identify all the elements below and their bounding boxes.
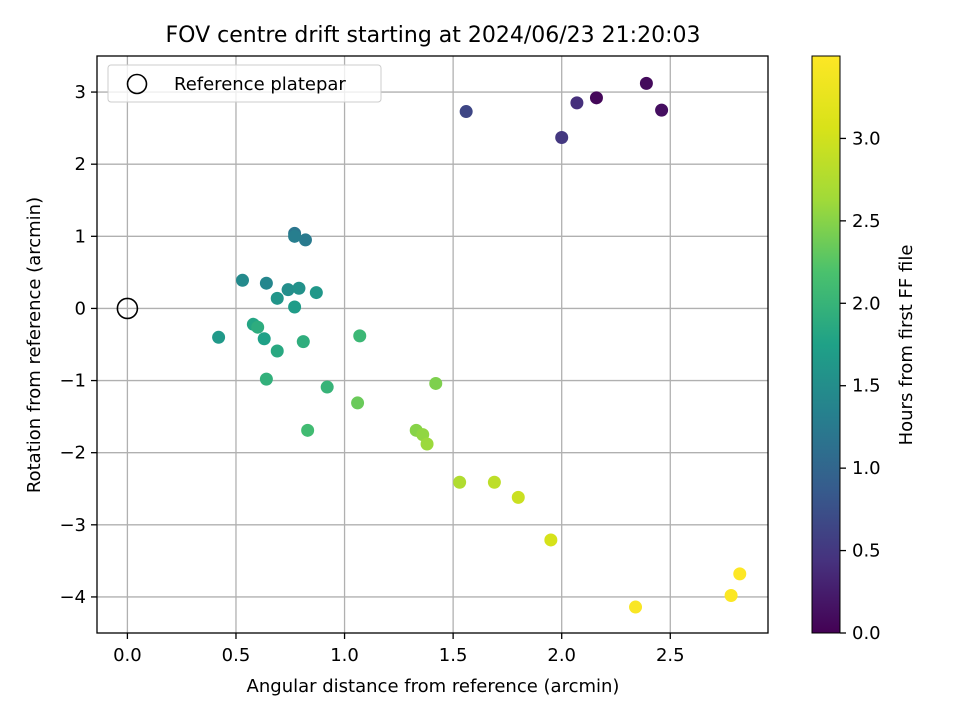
data-point: [555, 131, 569, 145]
reference-marker: [116, 297, 139, 320]
colorbar-ticks: 0.0 0.5 1.0 1.5 2.0 2.5 3.0: [840, 128, 881, 644]
data-points: [212, 76, 747, 614]
data-point: [298, 233, 312, 247]
colorbar-tick-label: 1.0: [852, 458, 881, 479]
data-point: [212, 330, 226, 344]
x-tick-label: 2.5: [656, 645, 685, 666]
y-axis-label: Rotation from reference (arcmin): [24, 197, 45, 493]
data-point: [259, 372, 273, 386]
data-point: [639, 76, 653, 90]
colorbar-tick-label: 2.0: [852, 293, 881, 314]
data-point: [259, 276, 273, 290]
x-axis-label: Angular distance from reference (arcmin): [247, 676, 620, 697]
y-tick-label: 1: [75, 226, 86, 247]
data-point: [320, 380, 334, 394]
legend-box: [107, 64, 382, 103]
data-point: [487, 475, 501, 489]
colorbar-tick-label: 2.5: [852, 211, 881, 232]
x-tick-label: 1.0: [330, 645, 359, 666]
legend-marker: [126, 73, 148, 95]
chart-title: FOV centre drift starting at 2024/06/23 …: [166, 23, 701, 48]
y-tick-label: −4: [59, 587, 86, 608]
data-point: [589, 91, 603, 105]
x-tick-label: 0.0: [113, 645, 142, 666]
data-point: [351, 396, 365, 410]
data-point: [429, 376, 443, 390]
data-point: [733, 567, 747, 581]
data-point: [257, 332, 271, 346]
data-point: [511, 490, 525, 504]
data-point: [655, 103, 669, 117]
plot-frame: [96, 55, 769, 634]
data-point: [629, 600, 643, 614]
data-point: [301, 423, 315, 437]
data-point: [544, 533, 558, 547]
data-point: [288, 300, 302, 314]
colorbar-label: Hours from first FF file: [896, 245, 917, 446]
colorbar-tick-label: 1.5: [852, 376, 881, 397]
data-point: [309, 286, 323, 300]
data-point: [724, 588, 738, 602]
x-tick-label: 1.5: [439, 645, 468, 666]
x-tick-label: 0.5: [222, 645, 251, 666]
colorbar-tick-label: 0.0: [852, 623, 881, 644]
data-point: [292, 281, 306, 295]
y-tick-label: −1: [59, 371, 86, 392]
colorbar: [811, 55, 841, 634]
data-point: [420, 437, 434, 451]
y-tick-label: −3: [59, 515, 86, 536]
data-point: [453, 475, 467, 489]
legend: Reference platepar: [107, 64, 382, 103]
data-point: [459, 105, 473, 119]
colorbar-tick-label: 3.0: [852, 128, 881, 149]
x-tick-label: 2.0: [547, 645, 576, 666]
colorbar-tick-label: 0.5: [852, 541, 881, 562]
data-point: [270, 291, 284, 305]
data-point: [288, 229, 302, 243]
data-point: [251, 320, 265, 334]
data-point: [570, 96, 584, 110]
data-point: [296, 335, 310, 349]
y-axis-ticks: −4 −3 −2 −1 0 1 2 3: [59, 82, 97, 608]
x-axis-ticks: 0.0 0.5 1.0 1.5 2.0 2.5: [113, 633, 685, 666]
y-tick-label: 3: [75, 82, 86, 103]
data-point: [235, 273, 249, 287]
data-point: [270, 344, 284, 358]
data-point: [353, 329, 367, 343]
legend-label: Reference platepar: [174, 74, 346, 95]
y-tick-label: −2: [59, 443, 86, 464]
reference-marker-group: [116, 297, 139, 320]
y-tick-label: 2: [75, 154, 86, 175]
y-tick-label: 0: [75, 298, 86, 319]
data-point: [281, 283, 295, 297]
